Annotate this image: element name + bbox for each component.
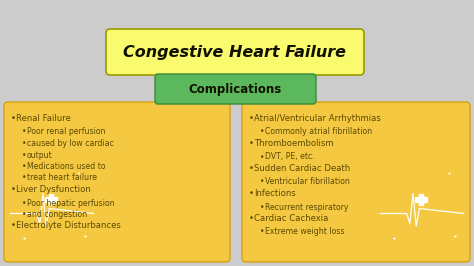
Text: treat heart failure: treat heart failure: [27, 173, 97, 182]
Text: •: •: [22, 151, 27, 160]
Text: output: output: [27, 151, 53, 160]
Polygon shape: [406, 201, 438, 219]
Text: •: •: [22, 127, 27, 136]
Circle shape: [50, 190, 61, 201]
Text: and congestion: and congestion: [27, 210, 87, 219]
Text: •: •: [22, 210, 27, 219]
Circle shape: [34, 186, 58, 211]
Ellipse shape: [8, 161, 96, 261]
Text: •: •: [22, 139, 27, 148]
Text: +: +: [391, 236, 396, 241]
Text: Infections: Infections: [254, 189, 296, 198]
Text: Cardiac Cachexia: Cardiac Cachexia: [254, 214, 328, 223]
Circle shape: [416, 186, 440, 211]
Text: Medications used to: Medications used to: [27, 162, 106, 171]
Text: •: •: [22, 173, 27, 182]
Text: •: •: [11, 185, 16, 194]
Text: •: •: [249, 189, 254, 198]
Text: •: •: [249, 114, 254, 123]
Text: Electrolyte Disturbances: Electrolyte Disturbances: [16, 222, 121, 231]
Text: •: •: [260, 127, 264, 136]
Text: •: •: [260, 177, 264, 186]
Text: Poor hepatic perfusion: Poor hepatic perfusion: [27, 198, 115, 207]
Bar: [415, 197, 427, 202]
Text: caused by low cardiac: caused by low cardiac: [27, 139, 114, 148]
Ellipse shape: [13, 167, 91, 255]
Text: Poor renal perfusion: Poor renal perfusion: [27, 127, 106, 136]
Text: +: +: [76, 171, 81, 176]
Text: DVT, PE, etc.: DVT, PE, etc.: [265, 152, 315, 161]
Circle shape: [46, 186, 71, 211]
Ellipse shape: [383, 167, 461, 255]
Text: +: +: [453, 234, 457, 239]
Bar: [49, 194, 53, 205]
Text: Recurrent respiratory: Recurrent respiratory: [265, 202, 348, 211]
Ellipse shape: [378, 161, 466, 261]
Text: Commonly atrial fibrillation: Commonly atrial fibrillation: [265, 127, 372, 136]
Bar: [45, 197, 56, 202]
Text: Complications: Complications: [189, 82, 282, 95]
Text: •: •: [22, 198, 27, 207]
Text: Atrial/Ventricular Arrhythmias: Atrial/Ventricular Arrhythmias: [254, 114, 381, 123]
Text: •: •: [11, 114, 16, 123]
Text: •: •: [11, 222, 16, 231]
Bar: [419, 194, 423, 205]
Circle shape: [420, 190, 431, 201]
Text: Ventricular fibrillation: Ventricular fibrillation: [265, 177, 350, 186]
Circle shape: [403, 186, 428, 211]
Text: •: •: [249, 214, 254, 223]
Text: +: +: [446, 171, 451, 176]
Polygon shape: [36, 201, 68, 219]
Text: Thromboembolism: Thromboembolism: [254, 139, 334, 148]
Text: +: +: [21, 236, 26, 241]
Text: •: •: [260, 227, 264, 236]
FancyBboxPatch shape: [106, 29, 364, 75]
Text: Sudden Cardiac Death: Sudden Cardiac Death: [254, 164, 350, 173]
FancyBboxPatch shape: [242, 102, 470, 262]
Text: •: •: [260, 152, 264, 161]
Text: Extreme weight loss: Extreme weight loss: [265, 227, 345, 236]
Text: •: •: [249, 139, 254, 148]
Text: •: •: [260, 202, 264, 211]
Text: Congestive Heart Failure: Congestive Heart Failure: [124, 44, 346, 60]
Text: Liver Dysfunction: Liver Dysfunction: [16, 185, 91, 194]
Text: •: •: [22, 162, 27, 171]
Text: +: +: [82, 234, 87, 239]
FancyBboxPatch shape: [155, 74, 316, 104]
Text: •: •: [249, 164, 254, 173]
FancyBboxPatch shape: [4, 102, 230, 262]
Text: Renal Failure: Renal Failure: [16, 114, 71, 123]
